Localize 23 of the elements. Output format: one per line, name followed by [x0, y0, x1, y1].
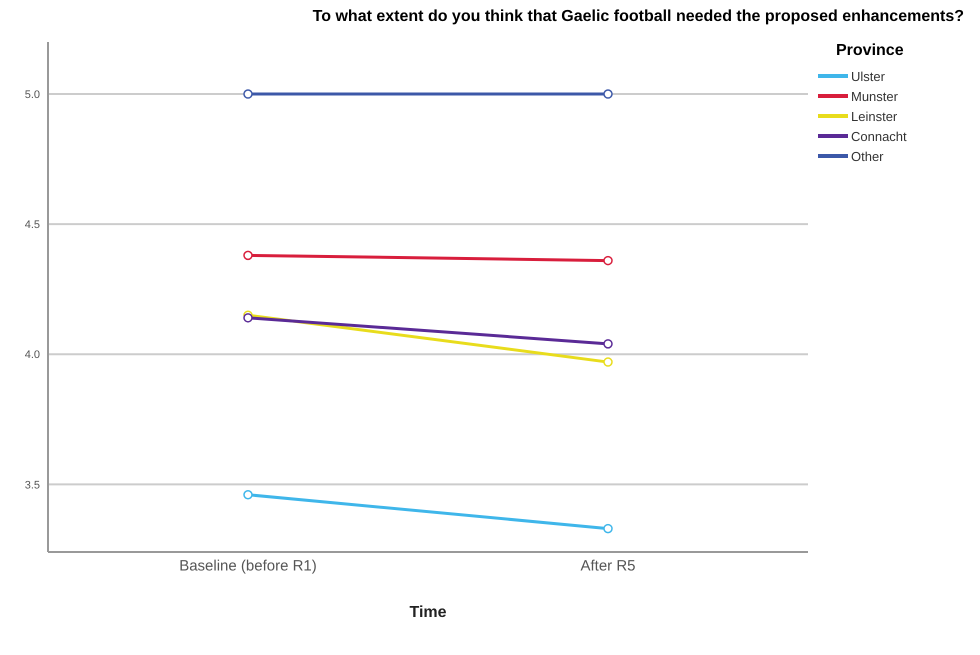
legend-label: Other	[851, 148, 884, 164]
y-tick-label: 4.5	[24, 219, 40, 232]
point	[603, 524, 613, 534]
x-tick-label: After R5	[580, 558, 636, 575]
legend-label: Connacht	[851, 128, 907, 144]
legend-label: Ulster	[851, 68, 885, 84]
point	[243, 250, 253, 260]
point	[603, 89, 613, 99]
point	[603, 256, 613, 266]
point	[243, 313, 253, 323]
x-axis-title: Time	[409, 604, 447, 621]
point	[603, 357, 613, 367]
chart-title: To what extent do you think that Gaelic football needed the proposed enhancements?	[312, 8, 965, 27]
y-tick-label: 3.5	[24, 479, 40, 492]
x-tick-label: Baseline (before R1)	[179, 558, 317, 575]
y-tick-label: 4.0	[24, 349, 40, 362]
legend-label: Munster	[851, 88, 898, 104]
legend-title: Province	[836, 42, 905, 60]
point	[603, 339, 613, 349]
point	[243, 490, 253, 500]
legend-label: Leinster	[851, 108, 898, 124]
y-tick-label: 5.0	[24, 88, 40, 101]
point	[243, 89, 253, 99]
